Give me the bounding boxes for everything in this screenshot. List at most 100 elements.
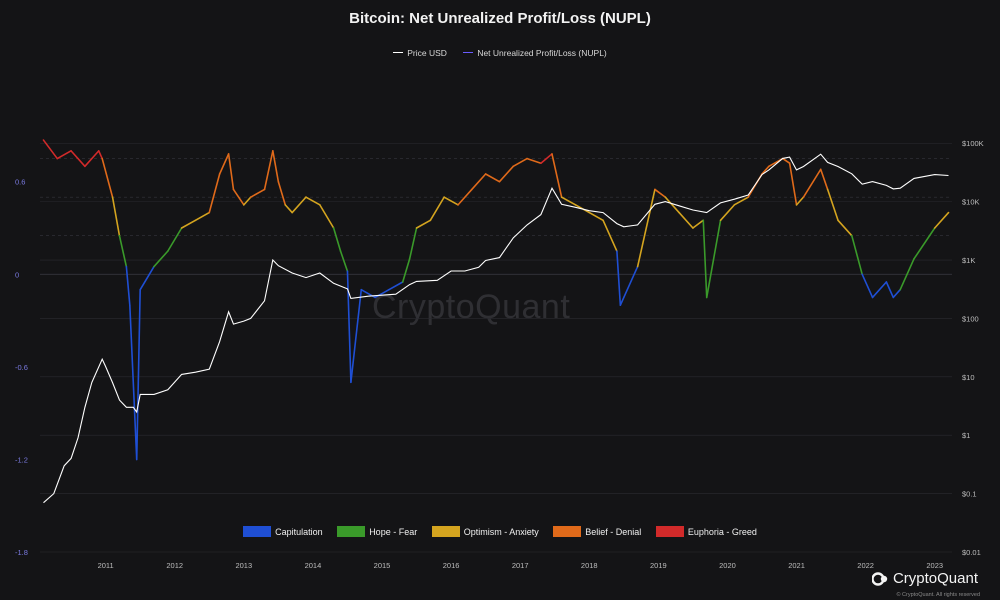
x-axis-tick: 2022 bbox=[857, 561, 874, 570]
left-axis-tick: 0.6 bbox=[15, 178, 25, 187]
right-axis-tick: $0.01 bbox=[962, 548, 981, 557]
nupl-segment bbox=[551, 153, 563, 198]
nupl-segment bbox=[802, 168, 822, 198]
zone-euphoria-greed-swatch bbox=[655, 526, 684, 537]
nupl-segment bbox=[498, 165, 515, 183]
nupl-segment bbox=[837, 219, 853, 237]
nupl-segment bbox=[540, 153, 553, 164]
nupl-segment bbox=[388, 281, 404, 291]
x-axis-tick: 2015 bbox=[374, 561, 391, 570]
x-axis-tick: 2016 bbox=[443, 561, 460, 570]
nupl-segment bbox=[305, 196, 321, 206]
x-axis-tick: 2014 bbox=[305, 561, 322, 570]
nupl-segment bbox=[588, 211, 604, 222]
nupl-segment bbox=[664, 196, 680, 214]
nupl-segment bbox=[705, 219, 722, 299]
nupl-segment bbox=[319, 204, 335, 229]
nupl-segment bbox=[401, 258, 411, 283]
brand-logo[interactable]: CryptoQuant bbox=[871, 570, 978, 587]
nupl-segment bbox=[526, 157, 542, 164]
x-axis-tick: 2023 bbox=[926, 561, 943, 570]
nupl-segment bbox=[560, 196, 577, 206]
nupl-segment bbox=[346, 270, 352, 384]
nupl-segment bbox=[443, 196, 459, 206]
zone-euphoria-greed-label: Euphoria - Greed bbox=[687, 526, 757, 537]
right-axis-tick: $1K bbox=[962, 256, 975, 265]
legend: Price USD Net Unrealized Profit/Loss (NU… bbox=[0, 45, 1000, 58]
x-axis-tick: 2019 bbox=[650, 561, 667, 570]
nupl-segment bbox=[284, 204, 293, 214]
nupl-segment bbox=[654, 188, 667, 198]
legend-item-price[interactable]: Price USD bbox=[393, 48, 447, 58]
brand-name: CryptoQuant bbox=[892, 570, 978, 587]
nupl-segment bbox=[291, 196, 307, 214]
legend-nupl-label: Net Unrealized Profit/Loss (NUPL) bbox=[477, 47, 607, 58]
right-axis-tick: $1 bbox=[962, 431, 970, 440]
zone-capitulation-swatch bbox=[243, 526, 272, 537]
nupl-segment bbox=[208, 173, 221, 214]
nupl-segment bbox=[733, 196, 749, 206]
x-axis-tick: 2017 bbox=[512, 561, 529, 570]
nupl-segment bbox=[719, 204, 736, 222]
right-axis-tick: $0.1 bbox=[962, 490, 977, 499]
nupl-segment bbox=[153, 250, 169, 268]
nupl-segment bbox=[249, 188, 266, 198]
nupl-segment bbox=[70, 150, 86, 168]
left-axis-tick: -1.8 bbox=[15, 548, 28, 557]
nupl-segment bbox=[429, 196, 445, 222]
nupl-segment bbox=[180, 219, 197, 229]
nupl-segment bbox=[933, 211, 950, 229]
zone-legend: Capitulation Hope - Fear Optimism - Anxi… bbox=[0, 526, 1000, 539]
legend-item-nupl[interactable]: Net Unrealized Profit/Loss (NUPL) bbox=[463, 47, 607, 58]
copyright-notice: © CryptoQuant. All rights reserved bbox=[896, 592, 980, 598]
nupl-segment bbox=[788, 162, 798, 206]
price-line bbox=[43, 153, 949, 504]
nupl-segment bbox=[415, 219, 432, 229]
nupl-segment bbox=[332, 227, 342, 252]
legend-nupl-swatch bbox=[463, 52, 474, 53]
zone-belief-denial: Belief - Denial bbox=[553, 526, 641, 537]
nupl-segment bbox=[678, 211, 694, 229]
right-axis-tick: $100 bbox=[962, 314, 979, 323]
nupl-segment bbox=[512, 157, 528, 168]
nupl-segment bbox=[885, 281, 895, 299]
nupl-segment bbox=[111, 196, 121, 237]
x-axis-tick: 2018 bbox=[581, 561, 598, 570]
x-axis-tick: 2021 bbox=[788, 561, 805, 570]
right-axis-tick: $10 bbox=[962, 373, 975, 382]
nupl-segment bbox=[761, 165, 770, 175]
nupl-segment bbox=[619, 296, 625, 306]
nupl-segment bbox=[101, 157, 114, 198]
nupl-segment bbox=[339, 250, 349, 273]
nupl-segment bbox=[277, 180, 287, 206]
x-axis-tick: 2011 bbox=[98, 561, 114, 570]
nupl-segment bbox=[56, 150, 72, 160]
zone-hope-fear-label: Hope - Fear bbox=[369, 526, 418, 537]
nupl-segment bbox=[118, 234, 128, 268]
zone-euphoria-greed: Euphoria - Greed bbox=[655, 526, 757, 537]
nupl-segment bbox=[272, 150, 280, 183]
nupl-segment bbox=[702, 219, 708, 299]
zone-optimism-anxiety: Optimism - Anxiety bbox=[431, 526, 539, 537]
nupl-segment bbox=[243, 196, 252, 206]
x-axis-tick: 2012 bbox=[166, 561, 183, 570]
nupl-segment bbox=[350, 288, 363, 384]
nupl-segment bbox=[194, 211, 211, 222]
zone-optimism-anxiety-label: Optimism - Anxiety bbox=[463, 526, 539, 537]
right-axis-tick: $10K bbox=[962, 198, 980, 207]
nupl-segment bbox=[139, 265, 155, 291]
chart-title: Bitcoin: Net Unrealized Profit/Loss (NUP… bbox=[349, 10, 651, 27]
right-axis-tick: $100K bbox=[962, 139, 984, 148]
zone-belief-denial-swatch bbox=[553, 526, 582, 537]
nupl-segment bbox=[636, 188, 656, 268]
nupl-segment bbox=[167, 227, 183, 252]
x-axis-tick: 2020 bbox=[719, 561, 736, 570]
nupl-segment bbox=[602, 219, 618, 252]
nupl-segment bbox=[899, 258, 915, 291]
nupl-segment bbox=[227, 153, 235, 191]
x-axis-tick: 2013 bbox=[235, 561, 252, 570]
nupl-segment bbox=[218, 153, 230, 175]
nupl-segment bbox=[374, 288, 390, 299]
zone-capitulation-label: Capitulation bbox=[275, 526, 323, 537]
